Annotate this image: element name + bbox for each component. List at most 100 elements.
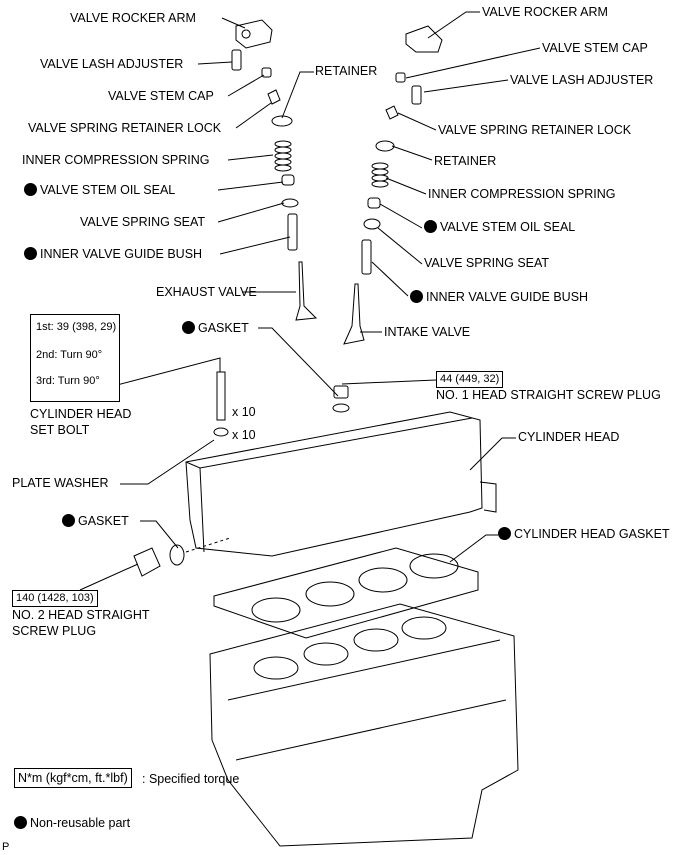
label-intake-valve: INTAKE VALVE xyxy=(384,325,471,339)
leader-rocker-left xyxy=(221,17,246,29)
exhaust-valve xyxy=(295,261,318,321)
non-reusable-dot-icon xyxy=(62,514,75,527)
label-valve-stem-cap-left: VALVE STEM CAP xyxy=(108,89,214,103)
spring-seat-left xyxy=(281,198,299,208)
label-gasket-top: GASKET xyxy=(182,321,249,336)
rocker-arm-left xyxy=(235,19,273,49)
label-no2-plug-1: NO. 2 HEAD STRAIGHT xyxy=(12,608,150,622)
label-x10-washer: x 10 xyxy=(232,428,256,442)
leader-plate-washer xyxy=(120,439,215,485)
head-bolt-shape xyxy=(216,371,226,421)
non-reusable-dot-icon xyxy=(498,527,511,540)
retainer-lock-left xyxy=(267,89,281,105)
torque-bolt-table: 1st: 39 (398, 29) 2nd: Turn 90° 3rd: Tur… xyxy=(30,314,120,402)
label-valve-spring-retainer-lock-right: VALVE SPRING RETAINER LOCK xyxy=(438,123,632,137)
gasket-top-shape xyxy=(332,403,350,413)
leader-lock-right xyxy=(397,112,437,131)
non-reusable-dot-icon xyxy=(24,247,37,260)
spring-seat-right xyxy=(363,218,381,230)
leader-gasket-top xyxy=(258,327,339,397)
label-inner-valve-guide-bush-right: INNER VALVE GUIDE BUSH xyxy=(410,290,588,305)
leader-lash-left xyxy=(197,61,233,65)
label-valve-spring-seat-right: VALVE SPRING SEAT xyxy=(424,256,550,270)
leader-seat-right xyxy=(377,227,423,265)
oil-seal-left xyxy=(281,174,295,186)
no2-plug-shape xyxy=(133,547,161,577)
label-exhaust-valve: EXHAUST VALVE xyxy=(156,285,257,299)
cylinder-block-shape xyxy=(209,603,519,847)
torque-no2-plug: 140 (1428, 103) xyxy=(12,590,98,607)
label-valve-spring-seat-left: VALVE SPRING SEAT xyxy=(80,215,206,229)
leader-cyl-head xyxy=(469,437,516,471)
stem-cap-left xyxy=(261,67,272,78)
legend-torque-desc: : Specified torque xyxy=(142,772,240,786)
label-retainer-right: RETAINER xyxy=(434,154,497,168)
leader-cap-left xyxy=(227,74,265,97)
label-valve-lash-adjuster-right: VALVE LASH ADJUSTER xyxy=(510,73,654,87)
label-no1-plug: NO. 1 HEAD STRAIGHT SCREW PLUG xyxy=(436,388,661,402)
label-cylinder-head: CYLINDER HEAD xyxy=(518,430,620,444)
label-inner-valve-guide-bush-left: INNER VALVE GUIDE BUSH xyxy=(24,247,202,262)
retainer-left xyxy=(271,115,293,127)
gasket-left-shape xyxy=(169,544,185,566)
label-valve-stem-oil-seal-left: VALVE STEM OIL SEAL xyxy=(24,183,175,198)
label-valve-rocker-arm-left: VALVE ROCKER ARM xyxy=(70,11,196,25)
torque-bolt-step1: 1st: 39 (398, 29) xyxy=(36,321,117,333)
leader-seal-right xyxy=(379,203,423,229)
label-inner-compression-spring-left: INNER COMPRESSION SPRING xyxy=(22,153,210,167)
label-valve-rocker-arm-right: VALVE ROCKER ARM xyxy=(482,5,608,19)
leader-head-gasket xyxy=(449,534,498,563)
leader-retainer-left xyxy=(281,71,314,119)
oil-seal-right xyxy=(367,197,381,209)
non-reusable-dot-icon xyxy=(24,183,37,196)
label-no2-plug-2: SCREW PLUG xyxy=(12,624,97,638)
leader-retainer-right xyxy=(391,145,433,161)
label-plate-washer: PLATE WASHER xyxy=(12,476,109,490)
leader-no2-plug xyxy=(79,563,139,591)
non-reusable-dot-icon xyxy=(410,290,423,303)
leader-no1-plug xyxy=(341,379,437,385)
label-x10-bolt: x 10 xyxy=(232,405,256,419)
label-inner-compression-spring-right: INNER COMPRESSION SPRING xyxy=(428,187,616,201)
leader-bush-left xyxy=(219,236,291,255)
spring-left xyxy=(274,140,292,172)
label-cylinder-head-set-bolt-1: CYLINDER HEAD xyxy=(30,407,132,421)
legend-torque-unit: N*m (kgf*cm, ft.*lbf) xyxy=(14,768,132,788)
leader-seal-left xyxy=(217,181,284,191)
leader-spring-left xyxy=(227,154,274,161)
leader-spring-right xyxy=(385,177,427,195)
label-cylinder-head-gasket: CYLINDER HEAD GASKET xyxy=(498,527,670,542)
torque-no1-plug: 44 (449, 32) xyxy=(436,371,504,388)
leader-gasket-left xyxy=(140,520,179,549)
non-reusable-dot-icon xyxy=(424,220,437,233)
non-reusable-dot-icon xyxy=(14,816,27,829)
label-valve-lash-adjuster-left: VALVE LASH ADJUSTER xyxy=(40,57,184,71)
retainer-right xyxy=(375,140,395,152)
plate-washer-shape xyxy=(213,427,229,437)
label-valve-stem-oil-seal-right: VALVE STEM OIL SEAL xyxy=(424,220,575,235)
cylinder-head-shape xyxy=(185,411,483,557)
torque-bolt-step3: 3rd: Turn 90° xyxy=(36,375,100,387)
guide-bush-left xyxy=(287,213,298,251)
leader-cap-right xyxy=(405,47,541,79)
retainer-lock-right xyxy=(385,105,399,120)
leader-seat-left xyxy=(217,202,285,223)
spring-right xyxy=(371,162,389,188)
corner-mark: P xyxy=(2,841,10,853)
no1-plug-shape xyxy=(333,385,349,399)
label-cylinder-head-set-bolt-2: SET BOLT xyxy=(30,423,90,437)
label-gasket-left: GASKET xyxy=(62,514,129,529)
lash-adjuster-right xyxy=(411,85,422,105)
lash-adjuster-left xyxy=(231,49,242,71)
leader-lash-right xyxy=(423,79,509,93)
torque-bolt-step2: 2nd: Turn 90° xyxy=(36,349,103,361)
intake-valve xyxy=(343,283,365,345)
stem-cap-right xyxy=(395,72,406,83)
leader-lock-left xyxy=(235,102,272,129)
leader-rocker-right xyxy=(427,11,480,39)
guide-bush-right xyxy=(361,239,372,275)
non-reusable-dot-icon xyxy=(182,321,195,334)
label-retainer-left: RETAINER xyxy=(315,64,378,78)
label-valve-stem-cap-right: VALVE STEM CAP xyxy=(542,41,648,55)
